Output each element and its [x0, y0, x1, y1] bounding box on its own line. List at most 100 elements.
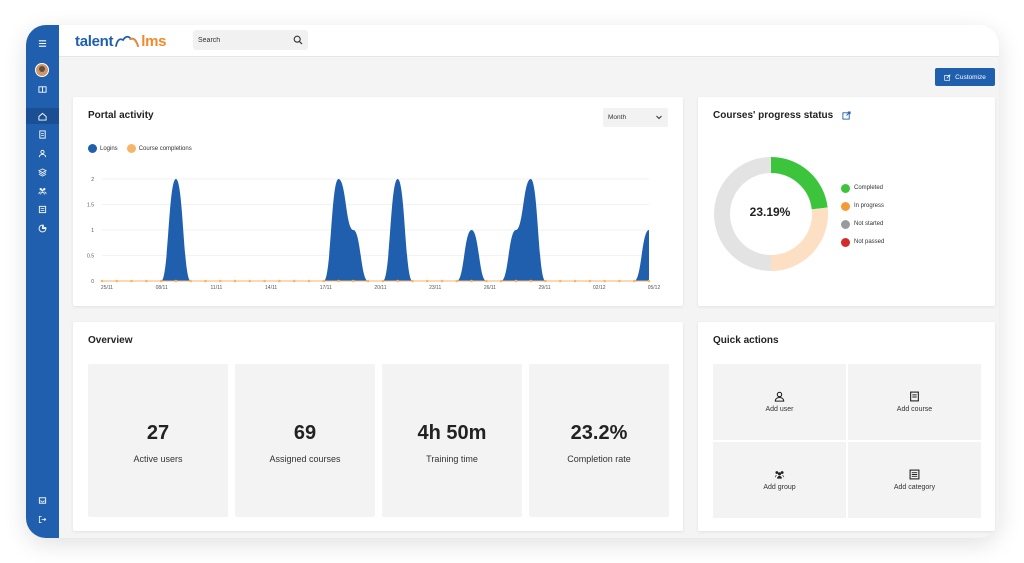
data-point-completions[interactable] — [233, 279, 237, 283]
add-group-label: Add group — [763, 484, 796, 491]
data-point-completions[interactable] — [544, 279, 547, 283]
x-tick-label: 05/12 — [648, 285, 661, 291]
stat-value: 4h 50m — [417, 422, 487, 444]
donut-center-value: 23.19% — [749, 205, 791, 219]
data-point-completions[interactable] — [470, 279, 473, 283]
stat-label: Active users — [133, 454, 183, 464]
stat-active-users[interactable]: 27 Active users — [88, 364, 228, 517]
reports-icon[interactable] — [26, 220, 59, 236]
add-group-button[interactable]: Add group — [713, 442, 846, 518]
talentlms-logo[interactable]: talent lms — [75, 31, 166, 51]
data-point-completions[interactable] — [218, 279, 222, 283]
add-category-button[interactable]: Add category — [848, 442, 981, 518]
data-point-completions[interactable] — [499, 279, 503, 283]
data-point-completions[interactable] — [307, 279, 311, 283]
stat-completion-rate[interactable]: 23.2% Completion rate — [529, 364, 669, 517]
data-point-completions[interactable] — [603, 279, 606, 283]
data-point-completions[interactable] — [278, 279, 281, 283]
data-point-completions[interactable] — [440, 279, 444, 283]
progress-donut-chart — [714, 157, 828, 271]
data-point-completions[interactable] — [159, 279, 163, 283]
add-user-label: Add user — [765, 406, 794, 413]
progress-legend: Completed In progress Not started Not pa… — [841, 179, 884, 251]
book-icon[interactable] — [26, 81, 59, 97]
data-point-completions[interactable] — [618, 279, 621, 283]
legend-dot-completions — [126, 144, 136, 153]
group-icon — [774, 471, 785, 479]
course-icon — [910, 391, 919, 402]
data-point-completions[interactable] — [248, 279, 252, 283]
search-box[interactable] — [193, 30, 308, 50]
add-user-button[interactable]: Add user — [713, 364, 846, 440]
menu-icon[interactable] — [26, 35, 59, 51]
data-point-completions[interactable] — [632, 279, 636, 283]
add-course-button[interactable]: Add course — [848, 364, 981, 440]
data-point-completions[interactable] — [263, 279, 266, 283]
stat-assigned-courses[interactable]: 69 Assigned courses — [235, 364, 375, 517]
data-point-completions[interactable] — [588, 279, 592, 283]
x-tick-label: 11/11 — [211, 285, 223, 291]
data-point-completions[interactable] — [204, 279, 207, 283]
data-point-completions[interactable] — [366, 279, 370, 283]
logout-icon[interactable] — [26, 511, 59, 527]
legend-item-completions[interactable]: Course completions — [126, 144, 192, 153]
data-point-completions[interactable] — [115, 279, 119, 283]
data-point-completions[interactable] — [352, 279, 355, 283]
data-point-completions[interactable] — [558, 279, 562, 283]
customize-label: Customize — [955, 73, 986, 81]
customize-button[interactable]: Customize — [935, 68, 995, 86]
data-point-completions[interactable] — [145, 279, 148, 283]
data-point-completions[interactable] — [411, 279, 414, 283]
stat-label: Completion rate — [567, 454, 631, 464]
data-point-completions[interactable] — [189, 279, 193, 283]
donut-slice-not-started[interactable] — [714, 157, 772, 271]
data-point-completions[interactable] — [514, 279, 518, 283]
external-link-icon[interactable] — [842, 111, 851, 120]
data-point-completions[interactable] — [529, 279, 533, 283]
groups-icon[interactable] — [26, 182, 59, 198]
data-point-completions[interactable] — [381, 279, 385, 283]
data-point-completions[interactable] — [425, 279, 429, 283]
data-point-completions[interactable] — [485, 279, 488, 283]
data-point-completions[interactable] — [322, 279, 326, 283]
period-select[interactable]: Month — [603, 108, 668, 127]
data-point-completions[interactable] — [292, 279, 296, 283]
donut-slice-in-progress[interactable] — [770, 207, 828, 271]
stat-value: 23.2% — [570, 422, 628, 444]
home-icon[interactable] — [26, 108, 59, 124]
data-point-completions[interactable] — [337, 279, 340, 283]
data-point-completions[interactable] — [100, 279, 104, 283]
data-point-completions[interactable] — [455, 279, 459, 283]
add-course-label: Add course — [896, 406, 933, 413]
period-select-value: Month — [608, 114, 627, 121]
data-point-completions[interactable] — [396, 279, 399, 283]
x-tick-label: 23/11 — [429, 285, 441, 291]
layers-icon[interactable] — [26, 164, 59, 180]
data-point-completions[interactable] — [647, 279, 651, 283]
data-point-completions[interactable] — [174, 279, 178, 283]
user-icon[interactable] — [26, 145, 59, 161]
legend-item-in-progress: In progress — [841, 197, 884, 215]
legend-label-logins: Logins — [100, 145, 118, 152]
user-icon — [774, 391, 785, 402]
catalog-icon[interactable] — [26, 201, 59, 217]
data-point-completions[interactable] — [130, 279, 133, 283]
data-point-completions[interactable] — [573, 279, 577, 283]
x-tick-label: 08/11 — [156, 285, 168, 291]
donut-slice-completed[interactable] — [770, 157, 828, 210]
search-input[interactable] — [198, 33, 288, 47]
chevron-down-icon — [656, 115, 662, 120]
courses-icon[interactable] — [26, 126, 59, 142]
search-icon[interactable] — [293, 35, 303, 45]
add-category-label: Add category — [893, 484, 936, 491]
stat-training-time[interactable]: 4h 50m Training time — [382, 364, 522, 517]
y-tick-label: 1.5 — [87, 203, 94, 209]
legend-label-not-passed: Not passed — [854, 239, 885, 245]
avatar[interactable] — [35, 63, 49, 77]
y-tick-label: 2 — [91, 177, 94, 183]
legend-dot-in-progress — [841, 201, 850, 211]
inbox-icon[interactable] — [26, 492, 59, 508]
portal-activity-card: Portal activity Month Logins Course comp… — [73, 97, 683, 306]
x-tick-label: 26/11 — [484, 285, 496, 291]
legend-item-logins[interactable]: Logins — [88, 144, 118, 153]
